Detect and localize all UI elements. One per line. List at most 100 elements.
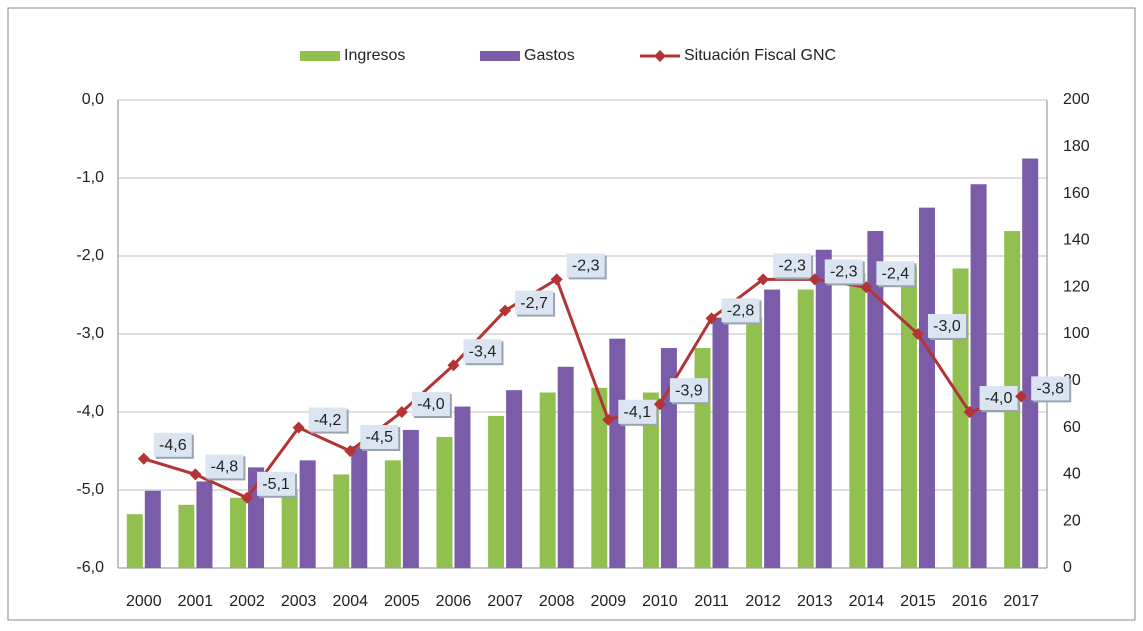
x-tick-label: 2002: [229, 593, 265, 610]
data-label: -4,8: [211, 459, 239, 476]
bar: [488, 415, 505, 568]
marker: [189, 468, 202, 481]
bar: [384, 460, 401, 568]
data-label: -2,3: [572, 258, 600, 275]
label-box: [308, 407, 347, 432]
data-label: -4,0: [985, 390, 1013, 407]
y-tick-label: -1,0: [76, 169, 104, 186]
label-box: [566, 253, 605, 278]
bar: [436, 436, 453, 568]
y-tick-label: -2,0: [76, 247, 104, 264]
x-tick-label: 2012: [745, 593, 781, 610]
label-box: [411, 392, 450, 416]
bar: [1022, 158, 1039, 568]
bar: [900, 266, 917, 568]
data-label: -4,2: [314, 412, 342, 429]
data-label: -2,4: [882, 265, 910, 282]
marker: [395, 406, 408, 418]
x-tick-label: 2006: [436, 593, 472, 610]
x-tick-label: 2011: [694, 593, 729, 610]
y2-tick-label: 180: [1063, 138, 1090, 155]
label-box: [773, 253, 812, 278]
data-label: -2,3: [830, 264, 858, 281]
marker: [808, 273, 821, 286]
marker: [550, 273, 563, 286]
bar: [867, 231, 884, 569]
line: [143, 277, 1022, 500]
marker: [602, 413, 615, 426]
label-box: [979, 386, 1018, 410]
legend-swatch: [300, 51, 340, 61]
bar: [178, 504, 195, 568]
marker: [963, 406, 976, 418]
x-tick-label: 2001: [178, 593, 214, 610]
label-box: [515, 290, 554, 315]
x-tick-label: 2005: [384, 593, 420, 610]
bar: [746, 317, 763, 568]
bar: [591, 387, 608, 568]
y2-tick-label: 60: [1063, 419, 1081, 436]
legend-marker: [654, 50, 666, 62]
bar: [230, 497, 247, 568]
data-label: -4,1: [624, 404, 652, 421]
marker: [860, 281, 873, 294]
bar: [952, 268, 969, 568]
data-label: -4,5: [365, 429, 393, 446]
bar: [849, 273, 866, 568]
marker: [137, 452, 150, 465]
bar: [539, 392, 556, 568]
x-tick-label: 2013: [797, 593, 833, 610]
y-tick-label: -4,0: [76, 403, 104, 420]
label-box: [876, 261, 915, 286]
marker: [499, 304, 512, 317]
bar: [506, 390, 523, 568]
legend-label: Gastos: [524, 47, 575, 64]
bar: [454, 406, 471, 568]
y2-tick-label: 0: [1063, 559, 1072, 576]
x-tick-label: 2017: [1003, 593, 1039, 610]
marker: [653, 398, 666, 411]
data-label: -2,3: [778, 258, 806, 275]
y2-tick-label: 100: [1063, 325, 1090, 342]
x-tick-label: 2008: [539, 593, 575, 610]
y2-tick-label: 200: [1063, 91, 1090, 108]
marker: [1015, 390, 1028, 403]
x-tick-label: 2009: [591, 593, 627, 610]
marker: [911, 328, 924, 340]
marker: [344, 445, 357, 457]
data-label: -2,8: [727, 303, 755, 320]
label-box: [669, 378, 708, 403]
bar: [281, 490, 298, 568]
bar: [333, 474, 350, 568]
bar: [351, 446, 368, 568]
label-box: [618, 399, 657, 424]
bar: [764, 289, 781, 568]
bar: [144, 490, 161, 568]
y-tick-label: -3,0: [76, 325, 104, 342]
marker: [757, 273, 770, 286]
bar: [815, 249, 832, 568]
x-tick-label: 2010: [642, 593, 678, 610]
x-tick-label: 2003: [281, 593, 317, 610]
label-box: [927, 314, 966, 338]
bar: [196, 481, 213, 568]
x-tick-label: 2000: [126, 593, 162, 610]
label-box: [824, 259, 863, 284]
data-label: -3,9: [675, 382, 703, 399]
data-label: -3,8: [1036, 381, 1064, 398]
data-label: -3,0: [933, 318, 961, 335]
x-tick-label: 2014: [849, 593, 885, 610]
bar: [918, 207, 935, 568]
legend-label: Situación Fiscal GNC: [684, 47, 836, 64]
y2-tick-label: 160: [1063, 185, 1090, 202]
legend-label: Ingresos: [344, 47, 405, 64]
label-box: [463, 339, 502, 364]
marker: [292, 421, 305, 434]
marker: [241, 491, 254, 504]
legend-swatch: [480, 51, 520, 61]
data-label: -3,4: [469, 343, 497, 360]
data-label: -4,0: [417, 396, 445, 413]
bar: [126, 514, 143, 568]
bar: [642, 392, 659, 568]
